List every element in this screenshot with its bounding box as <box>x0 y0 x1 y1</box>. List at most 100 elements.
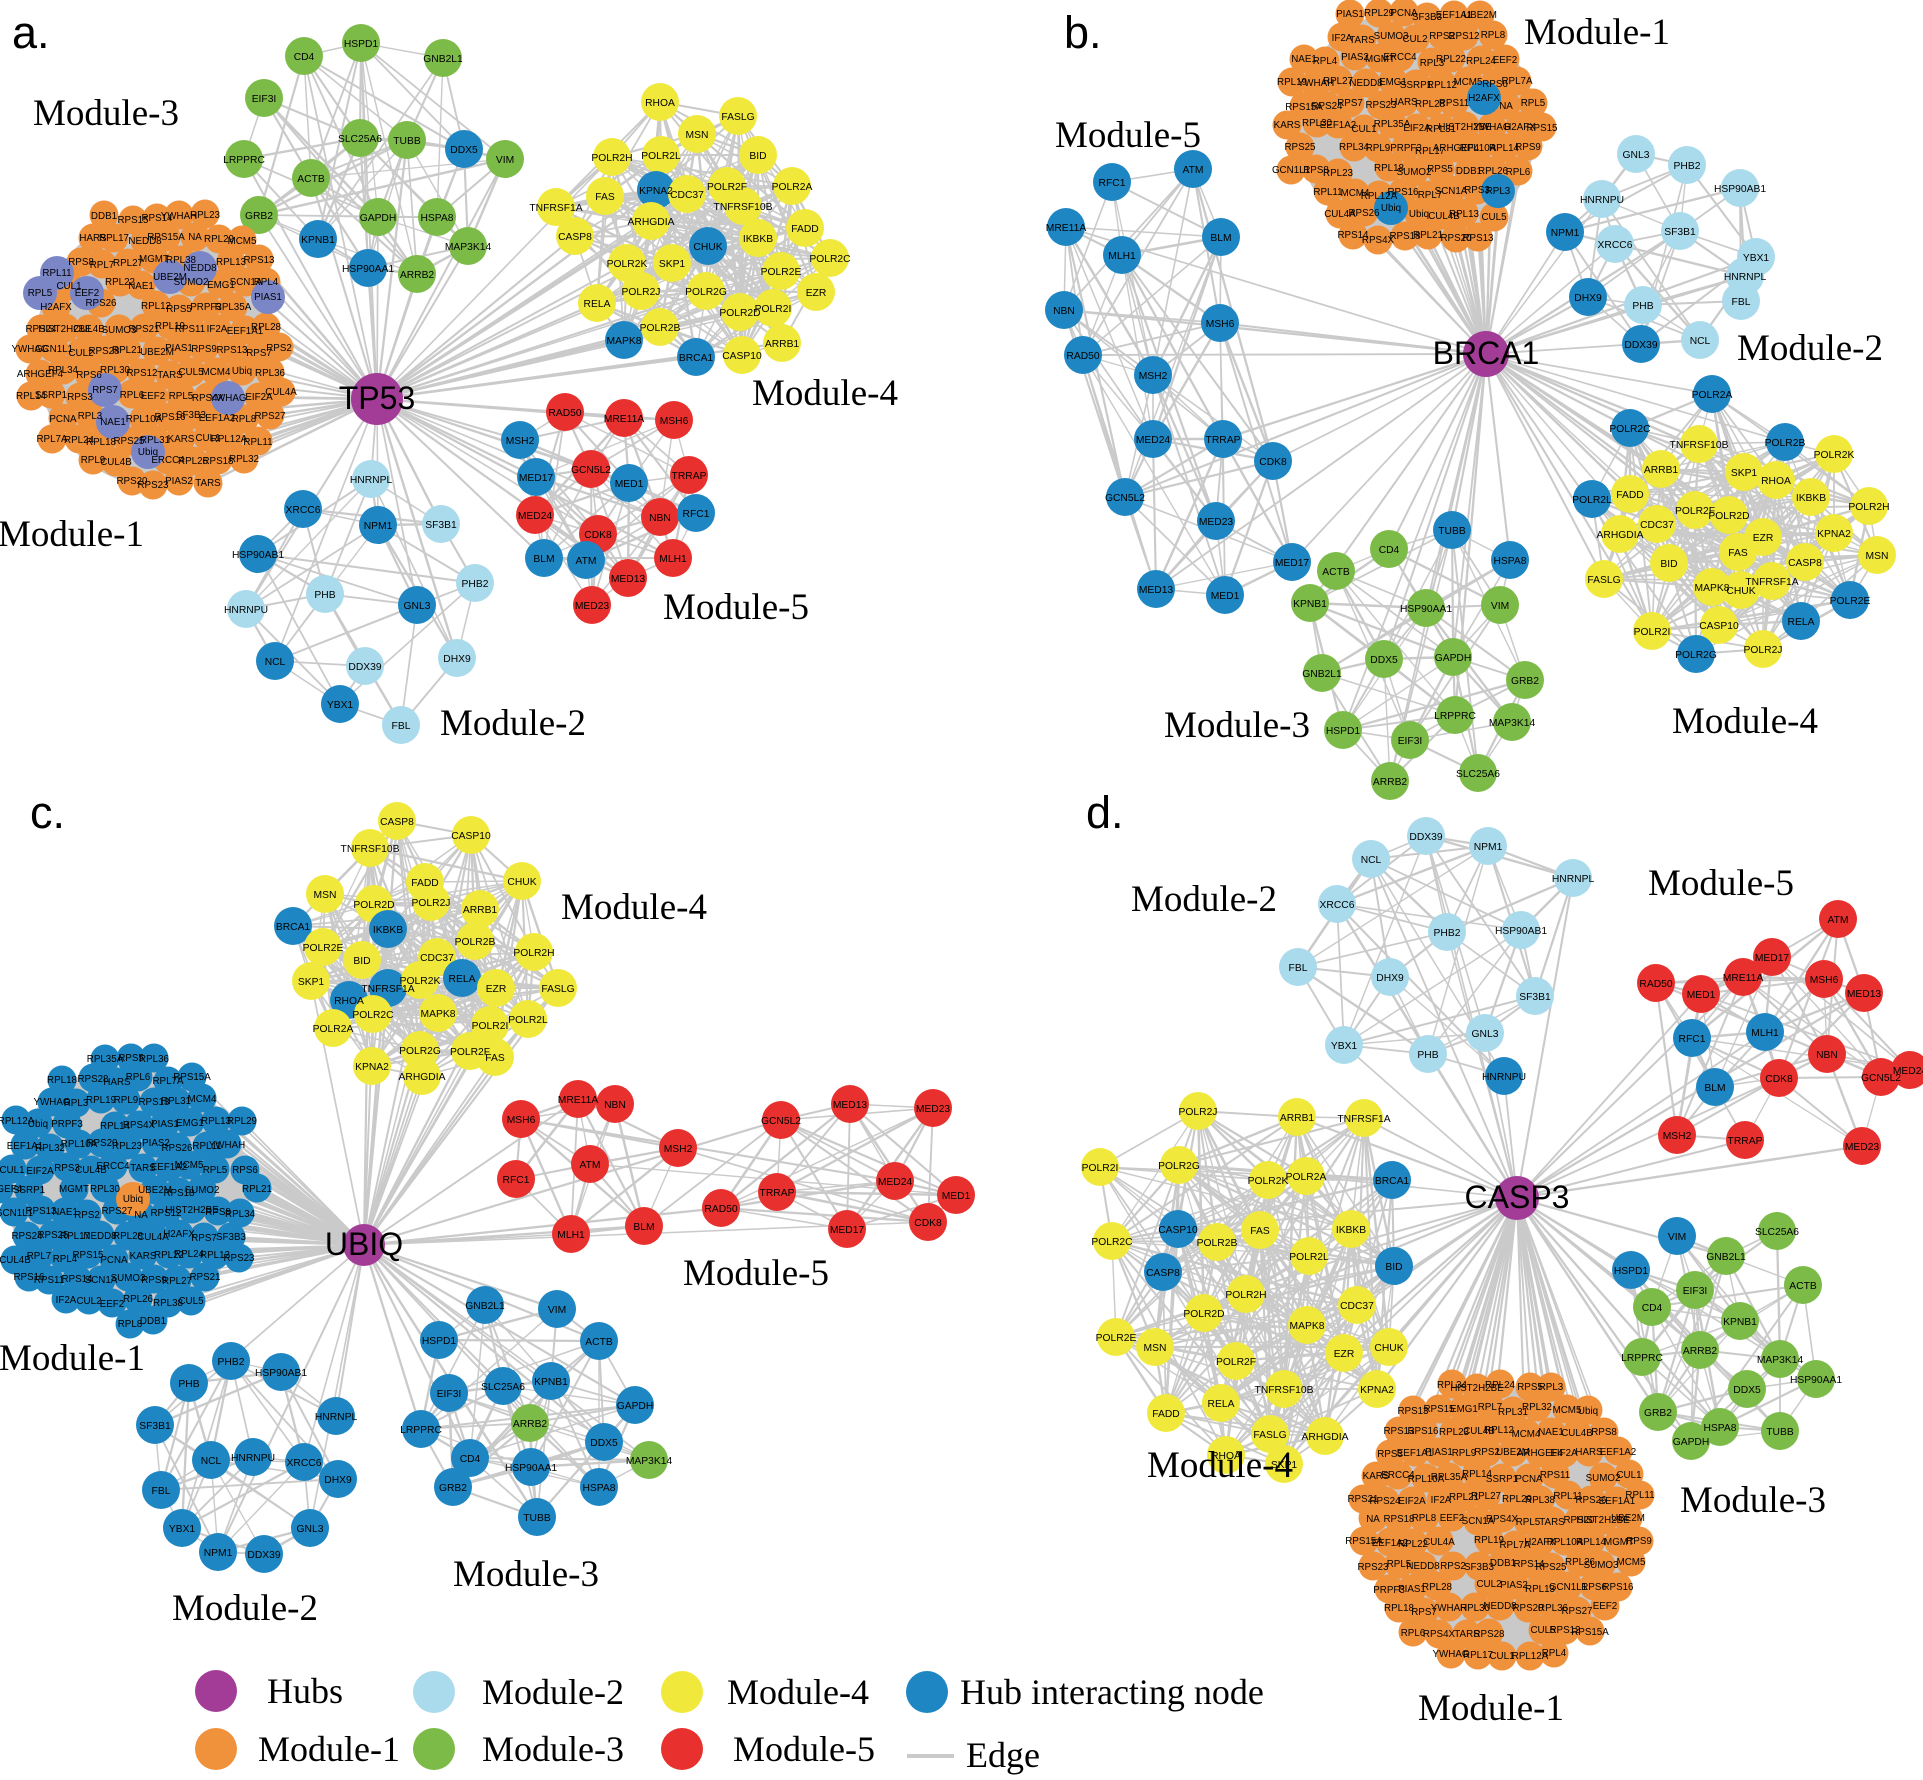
svg-text:RPS27: RPS27 <box>101 1206 132 1217</box>
svg-text:RPL30: RPL30 <box>1460 1603 1491 1614</box>
svg-text:CUL4A: CUL4A <box>1423 1537 1455 1548</box>
svg-text:RPL29: RPL29 <box>204 234 234 245</box>
svg-text:Module-5: Module-5 <box>663 587 809 628</box>
svg-text:RPS15A: RPS15A <box>173 1072 211 1083</box>
svg-text:RPL4: RPL4 <box>1542 1648 1567 1659</box>
svg-text:RPL23: RPL23 <box>112 1141 143 1152</box>
svg-text:RPL28: RPL28 <box>113 1231 144 1242</box>
svg-text:RAD50: RAD50 <box>1639 979 1672 990</box>
svg-text:GCN1L1: GCN1L1 <box>0 1208 33 1219</box>
svg-text:RELA: RELA <box>449 974 476 985</box>
svg-text:BID: BID <box>1385 1262 1402 1273</box>
svg-text:RPS7: RPS7 <box>1337 98 1363 109</box>
svg-text:SF3B3: SF3B3 <box>1464 1562 1495 1573</box>
svg-text:EIF2A: EIF2A <box>1398 1496 1426 1507</box>
svg-text:EZR: EZR <box>486 984 507 995</box>
svg-text:RPL4: RPL4 <box>53 1254 78 1265</box>
svg-text:TARS: TARS <box>1539 1517 1565 1528</box>
svg-text:RPS4X: RPS4X <box>192 393 225 404</box>
svg-text:MCM4: MCM4 <box>1341 188 1370 199</box>
svg-text:MED1: MED1 <box>1211 591 1240 602</box>
svg-text:NBN: NBN <box>1816 1050 1838 1061</box>
svg-text:MSN: MSN <box>1144 1343 1167 1354</box>
svg-text:PCNA: PCNA <box>100 1255 128 1266</box>
svg-text:RPL3: RPL3 <box>1539 1382 1564 1393</box>
svg-text:RPS8: RPS8 <box>1303 165 1329 176</box>
svg-text:RPS5: RPS5 <box>1517 1382 1543 1393</box>
svg-text:KPNA2: KPNA2 <box>355 1062 389 1073</box>
svg-text:SKP1: SKP1 <box>659 259 686 270</box>
svg-text:SCN1A: SCN1A <box>1462 1516 1495 1527</box>
svg-text:RPS14: RPS14 <box>61 1274 93 1285</box>
svg-text:POLR2L: POLR2L <box>508 1015 548 1026</box>
svg-text:IF2A: IF2A <box>207 324 228 335</box>
svg-text:VIM: VIM <box>1491 601 1509 612</box>
svg-text:RPS8: RPS8 <box>1591 1427 1617 1438</box>
svg-text:PIAS1: PIAS1 <box>1336 9 1364 20</box>
svg-text:NEDD8: NEDD8 <box>128 236 162 247</box>
svg-text:Ubiq: Ubiq <box>1381 203 1401 214</box>
svg-text:RPS25: RPS25 <box>1284 142 1316 153</box>
svg-text:NA: NA <box>134 1210 148 1221</box>
svg-text:RPS20: RPS20 <box>1440 233 1472 244</box>
svg-text:Module-5: Module-5 <box>1055 115 1201 156</box>
svg-text:RPL22: RPL22 <box>105 277 135 288</box>
svg-text:MAP3K14: MAP3K14 <box>1489 718 1536 729</box>
svg-text:RPS15A: RPS15A <box>1571 1627 1609 1638</box>
svg-text:TUBB: TUBB <box>1766 1427 1794 1438</box>
svg-text:BRCA1: BRCA1 <box>276 922 311 933</box>
svg-text:Hub interacting node: Hub interacting node <box>960 1672 1264 1712</box>
svg-text:EEF1A2: EEF1A2 <box>1320 120 1357 131</box>
svg-text:IF2A: IF2A <box>56 1295 77 1306</box>
svg-text:MSN: MSN <box>1866 551 1889 562</box>
svg-text:POLR2D: POLR2D <box>353 900 394 911</box>
svg-text:POLR2K: POLR2K <box>1248 1176 1289 1187</box>
svg-text:CUL1: CUL1 <box>0 1165 25 1176</box>
svg-text:Ubiq: Ubiq <box>232 366 252 377</box>
svg-text:RPL6: RPL6 <box>120 390 145 401</box>
svg-text:SUMO3: SUMO3 <box>1584 1560 1619 1571</box>
svg-text:Module-5: Module-5 <box>733 1729 875 1769</box>
svg-text:RPL18: RPL18 <box>1374 163 1405 174</box>
svg-text:SKP1: SKP1 <box>298 977 325 988</box>
svg-text:EEF1A1: EEF1A1 <box>7 1141 44 1152</box>
svg-text:HIST2H2BE: HIST2H2BE <box>1438 122 1492 133</box>
svg-text:RPL26: RPL26 <box>178 456 209 467</box>
svg-text:RPL27: RPL27 <box>1323 76 1353 87</box>
svg-text:RPL7: RPL7 <box>1478 1402 1503 1413</box>
svg-text:NA: NA <box>188 232 202 243</box>
svg-text:POLR2J: POLR2J <box>1744 645 1783 656</box>
svg-text:RPS7: RPS7 <box>246 348 272 359</box>
svg-text:FAS: FAS <box>595 192 615 203</box>
svg-text:RPL26: RPL26 <box>1478 166 1509 177</box>
svg-text:TARS: TARS <box>157 370 183 381</box>
svg-text:ARRB1: ARRB1 <box>1644 465 1679 476</box>
svg-text:TRRAP: TRRAP <box>1728 1136 1763 1147</box>
svg-text:RPS13: RPS13 <box>25 1206 57 1217</box>
svg-text:MCM4: MCM4 <box>1512 1429 1541 1440</box>
svg-text:GAPDH: GAPDH <box>617 1401 654 1412</box>
svg-text:YWHAG: YWHAG <box>1432 1649 1469 1660</box>
svg-text:CUL5: CUL5 <box>1481 212 1507 223</box>
svg-text:RPL28: RPL28 <box>251 322 282 333</box>
svg-text:RPS5: RPS5 <box>166 304 192 315</box>
svg-text:PIAS1: PIAS1 <box>1425 1447 1453 1458</box>
svg-text:GNL3: GNL3 <box>1472 1029 1499 1040</box>
svg-text:MED23: MED23 <box>1845 1142 1880 1153</box>
svg-text:CUL5: CUL5 <box>178 367 204 378</box>
svg-text:RPS6: RPS6 <box>1482 79 1508 90</box>
svg-text:POLR2L: POLR2L <box>1572 495 1612 506</box>
svg-text:CUL4A: CUL4A <box>1324 209 1356 220</box>
svg-text:UBE2M: UBE2M <box>153 272 187 283</box>
svg-text:BLM: BLM <box>1210 233 1231 244</box>
svg-text:HARS: HARS <box>1575 1447 1603 1458</box>
svg-text:IKBKB: IKBKB <box>373 925 403 936</box>
svg-text:POLR2J: POLR2J <box>1179 1107 1218 1118</box>
svg-text:UBE2M: UBE2M <box>138 1185 172 1196</box>
svg-text:RPS2: RPS2 <box>1474 1447 1500 1458</box>
svg-text:c.: c. <box>30 787 65 838</box>
svg-text:RPS3: RPS3 <box>1377 1449 1403 1460</box>
svg-text:CHUK: CHUK <box>1726 586 1755 597</box>
svg-text:EIF2A: EIF2A <box>1550 1448 1578 1459</box>
svg-text:RPS26: RPS26 <box>1348 208 1380 219</box>
